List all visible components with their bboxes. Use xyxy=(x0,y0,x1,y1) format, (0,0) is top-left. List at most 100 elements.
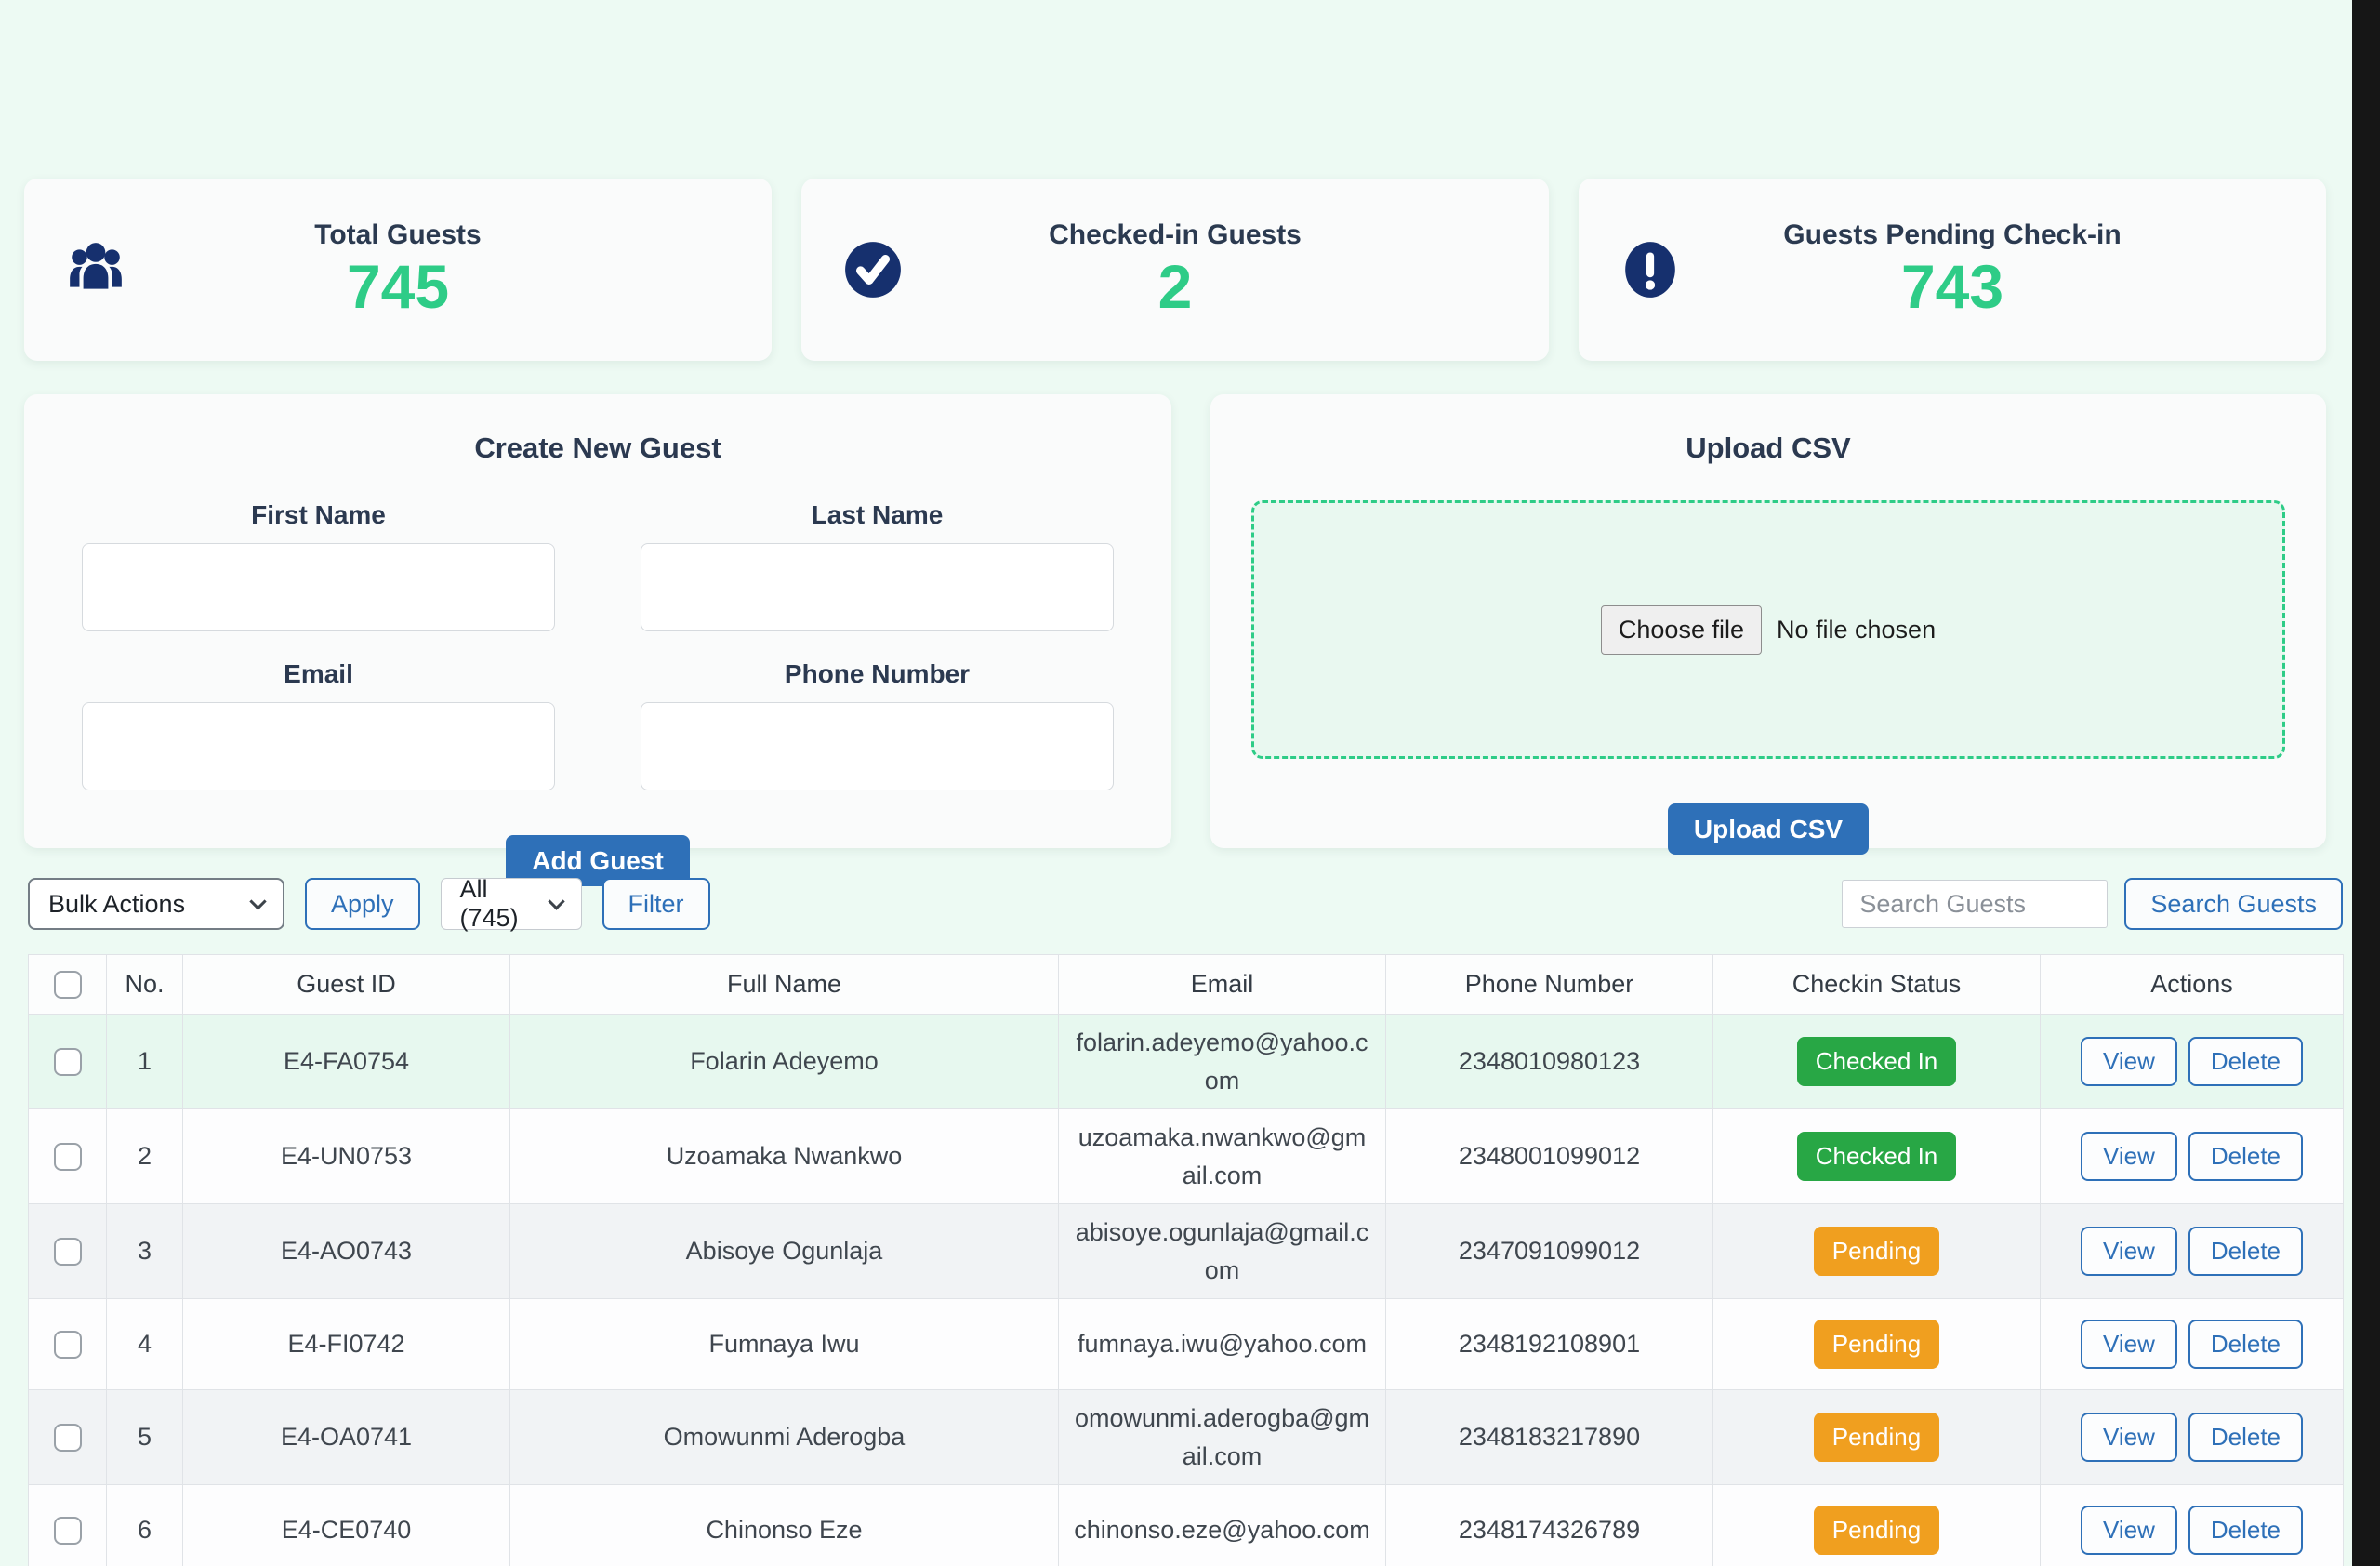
table-row: 6 E4-CE0740 Chinonso Eze chinonso.eze@ya… xyxy=(28,1484,2344,1566)
cell-guest-id: E4-CE0740 xyxy=(182,1484,510,1566)
search-input[interactable] xyxy=(1842,880,2109,928)
status-badge: Pending xyxy=(1813,1320,1940,1369)
view-button[interactable]: View xyxy=(2080,1320,2177,1369)
status-badge: Checked In xyxy=(1796,1037,1957,1086)
upload-csv-button[interactable]: Upload CSV xyxy=(1667,803,1870,855)
filter-select-value: All (745) xyxy=(459,875,519,932)
people-icon xyxy=(70,243,122,289)
cell-no: 3 xyxy=(106,1203,183,1299)
cell-full-name: Uzoamaka Nwankwo xyxy=(509,1108,1059,1204)
row-checkbox[interactable] xyxy=(53,1517,82,1546)
header-no: No. xyxy=(106,954,183,1015)
cell-no: 6 xyxy=(106,1484,183,1566)
email-label: Email xyxy=(284,659,353,688)
chevron-down-icon xyxy=(547,892,565,910)
header-guest-id: Guest ID xyxy=(182,954,510,1015)
filter-select[interactable]: All (745) xyxy=(440,875,582,932)
table-header-row: No. Guest ID Full Name Email Phone Numbe… xyxy=(28,954,2344,1015)
stat-label: Guests Pending Check-in xyxy=(1783,219,2122,251)
status-badge: Checked In xyxy=(1796,1132,1957,1181)
cell-full-name: Abisoye Ogunlaja xyxy=(509,1203,1059,1299)
row-checkbox[interactable] xyxy=(53,1238,82,1267)
cell-phone: 2348192108901 xyxy=(1385,1298,1713,1390)
view-button[interactable]: View xyxy=(2080,1227,2177,1276)
status-badge: Pending xyxy=(1813,1413,1940,1462)
delete-button[interactable]: Delete xyxy=(2188,1413,2304,1462)
chevron-down-icon xyxy=(249,892,267,910)
filter-button[interactable]: Filter xyxy=(602,878,710,930)
cell-email: uzoamaka.nwankwo@gmail.com xyxy=(1058,1108,1386,1204)
stat-card-pending: Guests Pending Check-in 743 xyxy=(1579,179,2326,361)
header-actions: Actions xyxy=(2040,954,2344,1015)
header-phone: Phone Number xyxy=(1385,954,1713,1015)
cell-email: folarin.adeyemo@yahoo.com xyxy=(1058,1014,1386,1109)
guests-table: No. Guest ID Full Name Email Phone Numbe… xyxy=(28,954,2344,1566)
view-button[interactable]: View xyxy=(2080,1506,2177,1555)
delete-button[interactable]: Delete xyxy=(2188,1132,2304,1181)
last-name-field[interactable] xyxy=(641,543,1114,631)
create-guest-title: Create New Guest xyxy=(474,431,721,464)
phone-label: Phone Number xyxy=(784,659,971,688)
check-circle-icon xyxy=(845,242,901,298)
view-button[interactable]: View xyxy=(2080,1037,2177,1086)
cell-phone: 2348010980123 xyxy=(1385,1014,1713,1109)
cell-email: chinonso.eze@yahoo.com xyxy=(1058,1484,1386,1566)
cell-no: 2 xyxy=(106,1108,183,1204)
cell-guest-id: E4-UN0753 xyxy=(182,1108,510,1204)
header-email: Email xyxy=(1058,954,1386,1015)
view-button[interactable]: View xyxy=(2080,1132,2177,1181)
cell-full-name: Folarin Adeyemo xyxy=(509,1014,1059,1109)
stats-row: Total Guests 745 Checked-in Guests 2 Gue… xyxy=(0,0,2352,361)
cell-guest-id: E4-OA0741 xyxy=(182,1389,510,1485)
cell-no: 5 xyxy=(106,1389,183,1485)
delete-button[interactable]: Delete xyxy=(2188,1037,2304,1086)
stat-value: 745 xyxy=(346,252,450,322)
csv-dropzone[interactable]: Choose file No file chosen xyxy=(1251,500,2285,759)
row-checkbox[interactable] xyxy=(53,1143,82,1172)
alert-circle-icon xyxy=(1625,242,1675,298)
cell-phone: 2347091099012 xyxy=(1385,1203,1713,1299)
table-body: 1 E4-FA0754 Folarin Adeyemo folarin.adey… xyxy=(28,1014,2344,1566)
apply-button[interactable]: Apply xyxy=(305,878,420,930)
cell-no: 1 xyxy=(106,1014,183,1109)
cell-guest-id: E4-AO0743 xyxy=(182,1203,510,1299)
create-guest-panel: Create New Guest First Name Last Name Em… xyxy=(24,394,1171,886)
row-checkbox[interactable] xyxy=(53,1048,82,1077)
view-button[interactable]: View xyxy=(2080,1413,2177,1462)
table-toolbar: Bulk Actions Apply All (745) Filter Sear… xyxy=(0,848,2352,932)
select-all-checkbox[interactable] xyxy=(53,971,82,1000)
cell-email: fumnaya.iwu@yahoo.com xyxy=(1058,1298,1386,1390)
bulk-actions-value: Bulk Actions xyxy=(48,889,186,918)
phone-field[interactable] xyxy=(641,702,1114,790)
stat-value: 2 xyxy=(1157,252,1193,322)
first-name-field[interactable] xyxy=(82,543,555,631)
header-full-name: Full Name xyxy=(509,954,1059,1015)
search-guests-button[interactable]: Search Guests xyxy=(2124,878,2343,930)
right-edge-strip xyxy=(2352,0,2380,1566)
cell-email: omowunmi.aderogba@gmail.com xyxy=(1058,1389,1386,1485)
cell-no: 4 xyxy=(106,1298,183,1390)
email-field[interactable] xyxy=(82,702,555,790)
cell-email: abisoye.ogunlaja@gmail.com xyxy=(1058,1203,1386,1299)
cell-phone: 2348183217890 xyxy=(1385,1389,1713,1485)
stat-label: Checked-in Guests xyxy=(1049,219,1302,251)
stat-card-total-guests: Total Guests 745 xyxy=(24,179,772,361)
cell-full-name: Omowunmi Aderogba xyxy=(509,1389,1059,1485)
table-row: 4 E4-FI0742 Fumnaya Iwu fumnaya.iwu@yaho… xyxy=(28,1298,2344,1390)
table-row: 2 E4-UN0753 Uzoamaka Nwankwo uzoamaka.nw… xyxy=(28,1108,2344,1204)
last-name-label: Last Name xyxy=(811,500,944,529)
choose-file-button[interactable]: Choose file xyxy=(1600,604,1762,655)
delete-button[interactable]: Delete xyxy=(2188,1506,2304,1555)
row-checkbox[interactable] xyxy=(53,1331,82,1360)
cell-guest-id: E4-FI0742 xyxy=(182,1298,510,1390)
forms-row: Create New Guest First Name Last Name Em… xyxy=(0,361,2352,886)
delete-button[interactable]: Delete xyxy=(2188,1227,2304,1276)
delete-button[interactable]: Delete xyxy=(2188,1320,2304,1369)
add-guest-button[interactable]: Add Guest xyxy=(506,835,690,886)
stat-label: Total Guests xyxy=(314,219,482,251)
cell-full-name: Chinonso Eze xyxy=(509,1484,1059,1566)
upload-csv-title: Upload CSV xyxy=(1686,431,1851,464)
bulk-actions-select[interactable]: Bulk Actions xyxy=(28,878,284,930)
row-checkbox[interactable] xyxy=(53,1424,82,1453)
